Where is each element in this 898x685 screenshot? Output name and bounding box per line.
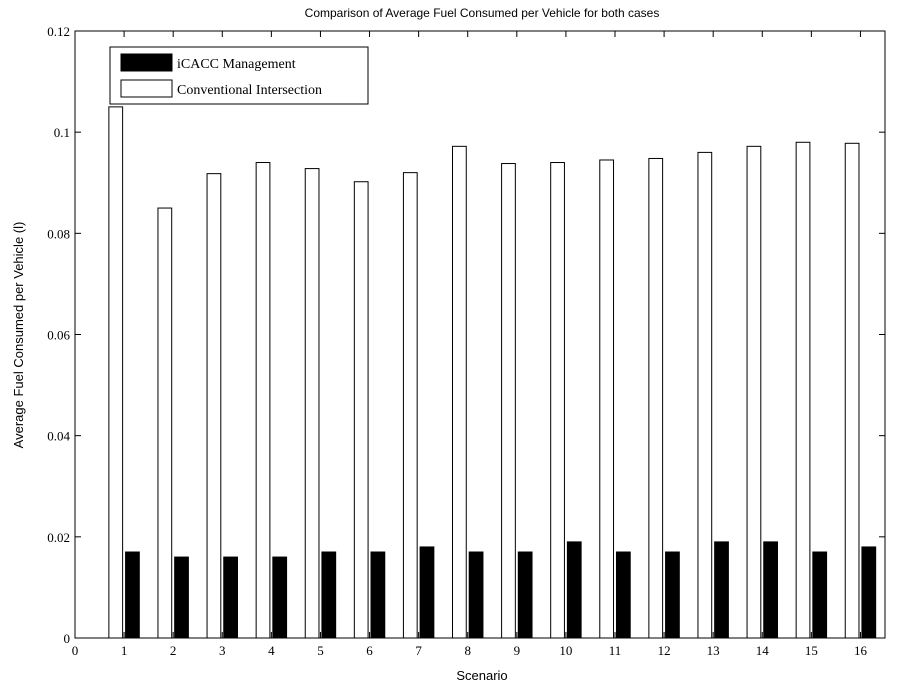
- x-tick-label: 15: [805, 643, 818, 658]
- bar-conventional-13: [697, 151, 713, 639]
- x-tick-label: 9: [514, 643, 521, 658]
- axis-ticks: 0 1 2 3 4 5 6 7 8 9 10 11 12 13 14 15 1600.020.040.060.0…: [47, 24, 885, 658]
- bar-conventional-7: [402, 172, 418, 639]
- y-tick-label: 0.1: [54, 125, 70, 140]
- x-tick-label: 8: [464, 643, 471, 658]
- bar-conventional-1: [108, 106, 124, 639]
- x-axis-label: Scenario: [456, 668, 507, 683]
- bar-icacc-8: [468, 551, 484, 639]
- y-tick-label: 0.04: [47, 429, 70, 444]
- bar-conventional-4: [255, 162, 271, 639]
- bar-conventional-5: [304, 168, 320, 639]
- bar-conventional-15: [795, 141, 811, 639]
- bar-conventional-12: [648, 157, 664, 639]
- bar-icacc-7: [419, 546, 435, 639]
- bar-icacc-15: [812, 551, 828, 639]
- y-tick-label: 0.08: [47, 226, 70, 241]
- bar-conventional-11: [599, 159, 615, 639]
- bar-icacc-2: [174, 556, 189, 639]
- bar-conventional-6: [353, 181, 369, 639]
- bar-conventional-2: [157, 207, 173, 639]
- legend-label-icacc: iCACC Management: [177, 57, 296, 72]
- bar-icacc-16: [861, 546, 877, 639]
- y-tick-label: 0: [64, 631, 71, 646]
- bar-conventional-8: [452, 145, 467, 639]
- x-tick-label: 11: [609, 643, 622, 658]
- bar-conventional-9: [501, 163, 516, 639]
- x-tick-label: 10: [559, 643, 572, 658]
- bar-icacc-3: [223, 556, 238, 639]
- x-tick-label: 14: [756, 643, 770, 658]
- bar-icacc-6: [370, 551, 386, 639]
- bar-icacc-12: [665, 551, 680, 639]
- y-tick-label: 0.06: [47, 328, 70, 343]
- bar-icacc-14: [763, 541, 778, 639]
- bar-conventional-14: [746, 145, 762, 639]
- x-tick-label: 16: [854, 643, 868, 658]
- legend-swatch-icacc: [120, 53, 173, 72]
- x-tick-label: 4: [268, 643, 275, 658]
- x-tick-label: 2: [170, 643, 177, 658]
- bar-conventional-3: [206, 173, 222, 639]
- bar-icacc-11: [615, 551, 631, 639]
- x-tick-label: 13: [707, 643, 720, 658]
- x-tick-label: 6: [366, 643, 373, 658]
- bar-icacc-13: [714, 541, 729, 639]
- y-axis-label: Average Fuel Consumed per Vehicle (l): [11, 222, 26, 449]
- bar-icacc-10: [566, 541, 582, 639]
- chart-title: Comparison of Average Fuel Consumed per …: [305, 6, 660, 20]
- legend: iCACC Management Conventional Intersecti…: [109, 46, 369, 105]
- legend-label-conventional: Conventional Intersection: [177, 83, 322, 98]
- bar-icacc-5: [321, 551, 337, 639]
- bar-icacc-9: [517, 551, 533, 639]
- legend-swatch-conventional: [120, 79, 173, 98]
- x-tick-label: 1: [121, 643, 128, 658]
- bar-icacc-4: [272, 556, 288, 639]
- y-tick-label: 0.12: [47, 24, 70, 39]
- bar-icacc-1: [125, 551, 140, 639]
- x-tick-label: 3: [219, 643, 226, 658]
- bars-layer: [108, 106, 877, 639]
- bar-conventional-16: [844, 142, 860, 639]
- x-tick-label: 0: [72, 643, 79, 658]
- y-tick-label: 0.02: [47, 530, 70, 545]
- x-tick-label: 12: [658, 643, 671, 658]
- x-tick-label: 7: [415, 643, 422, 658]
- bar-conventional-10: [550, 162, 565, 639]
- x-tick-label: 5: [317, 643, 324, 658]
